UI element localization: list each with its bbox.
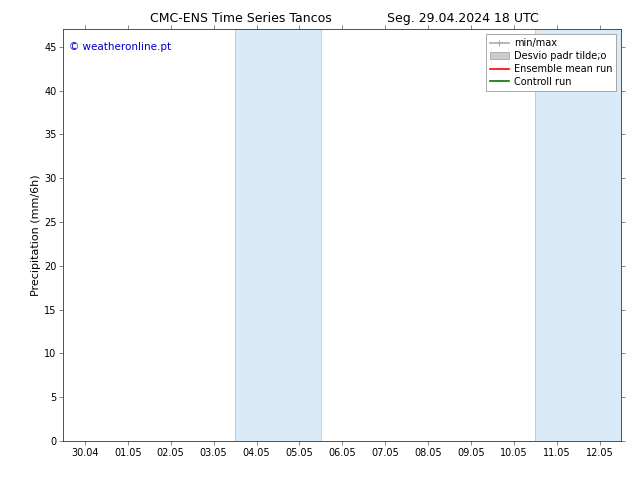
Bar xyxy=(536,29,621,441)
Y-axis label: Precipitation (mm/6h): Precipitation (mm/6h) xyxy=(31,174,41,296)
Text: CMC-ENS Time Series Tancos: CMC-ENS Time Series Tancos xyxy=(150,12,332,25)
Text: © weatheronline.pt: © weatheronline.pt xyxy=(69,42,171,52)
Bar xyxy=(235,29,321,441)
Legend: min/max, Desvio padr tilde;o, Ensemble mean run, Controll run: min/max, Desvio padr tilde;o, Ensemble m… xyxy=(486,34,616,91)
Text: Seg. 29.04.2024 18 UTC: Seg. 29.04.2024 18 UTC xyxy=(387,12,539,25)
